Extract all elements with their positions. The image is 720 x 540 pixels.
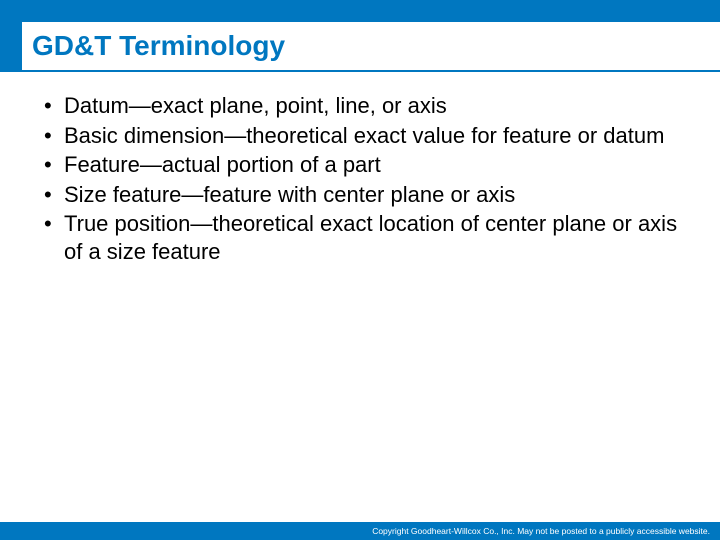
- left-accent-bar: [0, 0, 22, 72]
- bullet-list: Datum—exact plane, point, line, or axis …: [40, 92, 680, 265]
- list-item: Size feature—feature with center plane o…: [40, 181, 680, 209]
- page-title: GD&T Terminology: [32, 30, 285, 62]
- content-area: Datum—exact plane, point, line, or axis …: [40, 92, 680, 267]
- list-item: Basic dimension—theoretical exact value …: [40, 122, 680, 150]
- list-item: Datum—exact plane, point, line, or axis: [40, 92, 680, 120]
- top-accent-bar: [0, 0, 720, 22]
- title-underline: [22, 70, 720, 72]
- list-item: True position—theoretical exact location…: [40, 210, 680, 265]
- footer-bar: Copyright Goodheart-Willcox Co., Inc. Ma…: [0, 522, 720, 540]
- list-item: Feature—actual portion of a part: [40, 151, 680, 179]
- footer-copyright: Copyright Goodheart-Willcox Co., Inc. Ma…: [372, 526, 710, 536]
